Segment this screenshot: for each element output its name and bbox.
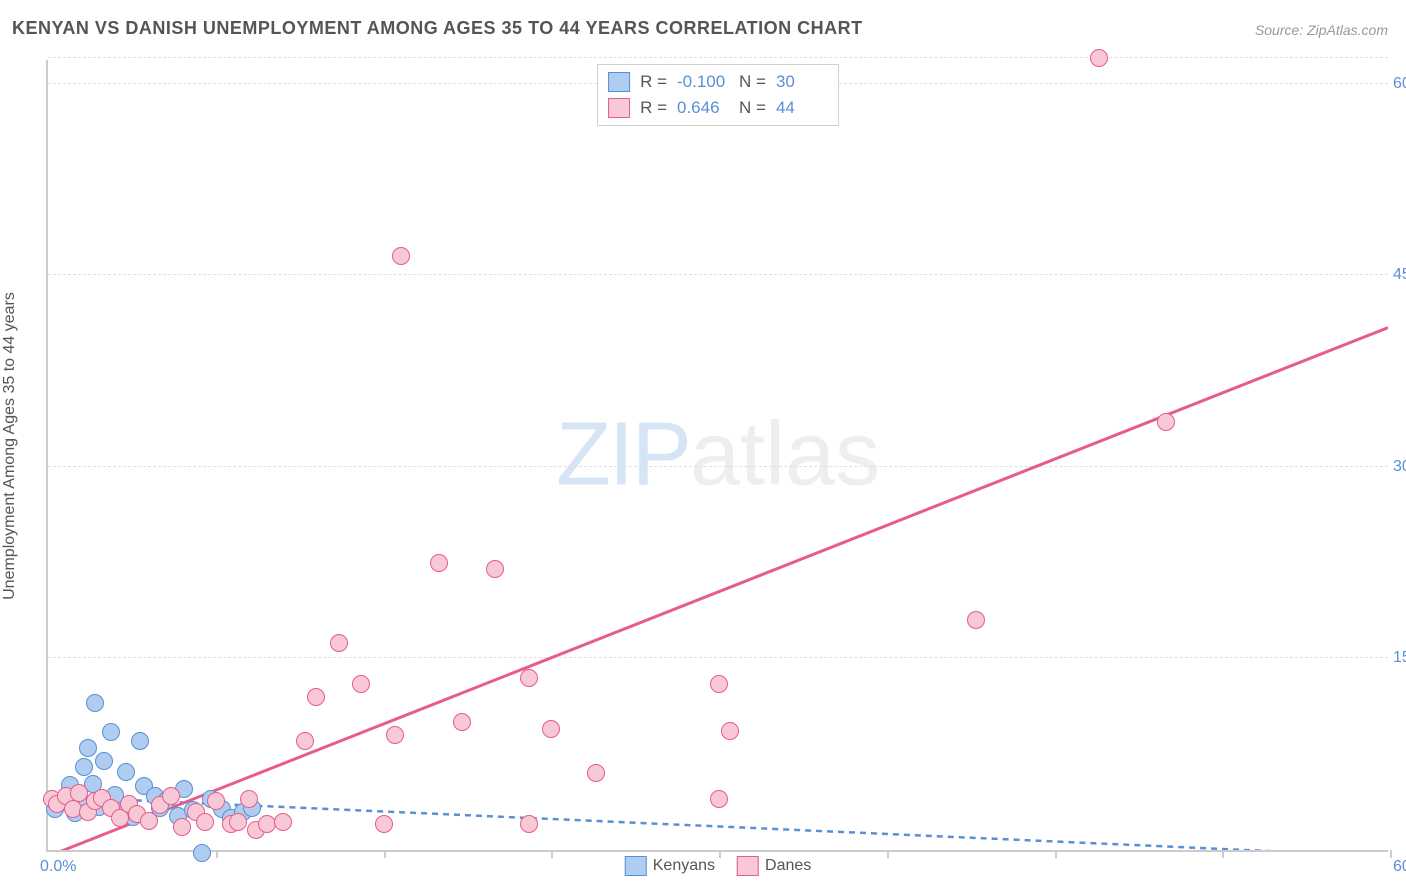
trendlines (48, 60, 1388, 850)
data-point (330, 634, 348, 652)
data-point (1157, 413, 1175, 431)
series-legend: Kenyans Danes (625, 856, 812, 876)
chart-source: Source: ZipAtlas.com (1255, 22, 1388, 38)
x-tick (1222, 850, 1224, 858)
data-point (710, 790, 728, 808)
data-point (75, 758, 93, 776)
legend-item-kenyans: Kenyans (625, 856, 715, 876)
data-point (967, 611, 985, 629)
x-tick (887, 850, 889, 858)
x-tick (551, 850, 553, 858)
data-point (721, 722, 739, 740)
legend-label-danes: Danes (765, 857, 811, 875)
y-tick-label: 45.0% (1393, 266, 1406, 284)
data-point (307, 688, 325, 706)
gridline-h (48, 657, 1388, 658)
stats-legend: R = -0.100 N = 30 R = 0.646 N = 44 (597, 64, 839, 126)
data-point (173, 818, 191, 836)
data-point (296, 732, 314, 750)
stats-n-value-danes: 44 (776, 98, 828, 118)
x-tick (384, 850, 386, 858)
data-point (587, 764, 605, 782)
data-point (352, 675, 370, 693)
stats-n-value-kenyans: 30 (776, 72, 828, 92)
data-point (375, 815, 393, 833)
y-axis-label: Unemployment Among Ages 35 to 44 years (1, 292, 19, 600)
legend-swatch-danes (737, 856, 759, 876)
data-point (162, 787, 180, 805)
data-point (207, 792, 225, 810)
watermark-zip: ZIP (556, 405, 690, 505)
swatch-kenyans (608, 72, 630, 92)
stats-row-danes: R = 0.646 N = 44 (608, 95, 828, 121)
gridline-h (48, 274, 1388, 275)
data-point (486, 560, 504, 578)
y-tick-label: 30.0% (1393, 458, 1406, 476)
stats-row-kenyans: R = -0.100 N = 30 (608, 69, 828, 95)
data-point (102, 723, 120, 741)
data-point (79, 739, 97, 757)
stats-n-label: N = (739, 72, 766, 92)
x-tick (1390, 850, 1392, 858)
data-point (520, 669, 538, 687)
data-point (1090, 49, 1108, 67)
data-point (193, 844, 211, 862)
gridline-h (48, 57, 1388, 58)
stats-r-label-2: R = (640, 98, 667, 118)
data-point (95, 752, 113, 770)
data-point (196, 813, 214, 831)
x-axis-label-right: 60.0% (1393, 858, 1406, 876)
y-tick-label: 15.0% (1393, 649, 1406, 667)
data-point (140, 812, 158, 830)
x-axis-label-left: 0.0% (40, 858, 76, 876)
data-point (131, 732, 149, 750)
data-point (240, 790, 258, 808)
data-point (392, 247, 410, 265)
data-point (229, 813, 247, 831)
stats-n-label-2: N = (739, 98, 766, 118)
data-point (117, 763, 135, 781)
chart-title: KENYAN VS DANISH UNEMPLOYMENT AMONG AGES… (12, 18, 863, 39)
stats-r-value-danes: 0.646 (677, 98, 729, 118)
data-point (453, 713, 471, 731)
data-point (274, 813, 292, 831)
legend-item-danes: Danes (737, 856, 811, 876)
data-point (86, 694, 104, 712)
stats-r-value-kenyans: -0.100 (677, 72, 729, 92)
x-tick (1055, 850, 1057, 858)
stats-r-label: R = (640, 72, 667, 92)
trendline (48, 328, 1388, 850)
legend-swatch-kenyans (625, 856, 647, 876)
watermark-atlas: atlas (690, 405, 880, 505)
x-tick (216, 850, 218, 858)
watermark: ZIPatlas (556, 404, 880, 507)
data-point (542, 720, 560, 738)
data-point (430, 554, 448, 572)
gridline-h (48, 466, 1388, 467)
data-point (386, 726, 404, 744)
data-point (710, 675, 728, 693)
legend-label-kenyans: Kenyans (653, 857, 715, 875)
y-tick-label: 60.0% (1393, 75, 1406, 93)
data-point (520, 815, 538, 833)
swatch-danes (608, 98, 630, 118)
plot-area: ZIPatlas 15.0%30.0%45.0%60.0% R = -0.100… (46, 60, 1388, 852)
